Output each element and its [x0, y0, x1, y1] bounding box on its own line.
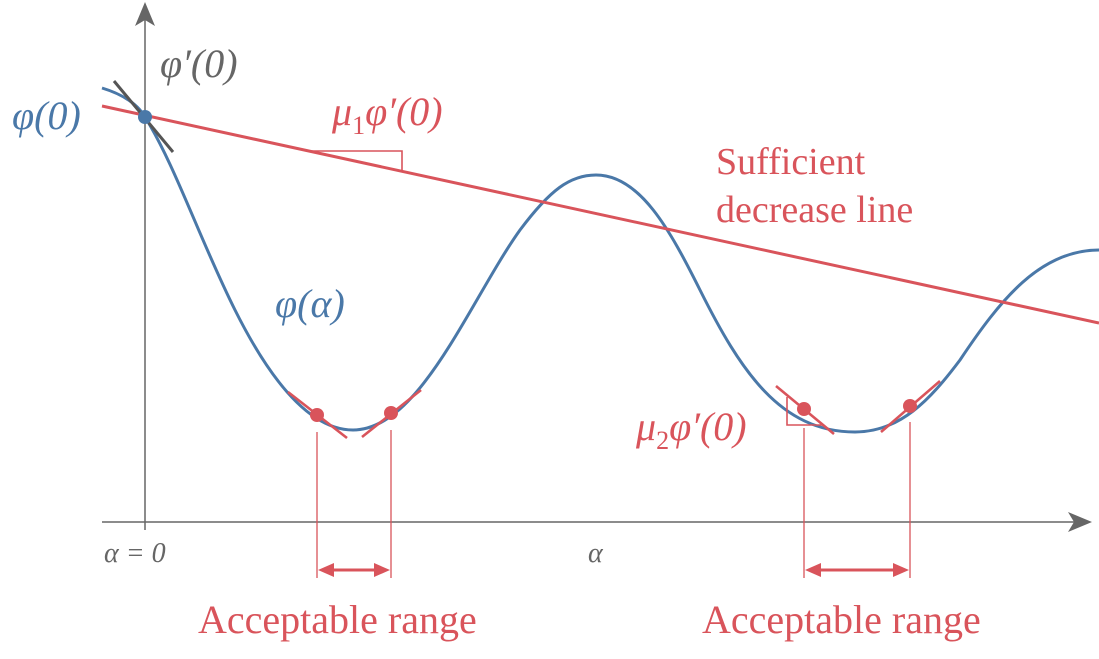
phi-prime0-label: φ′(0) [160, 41, 238, 86]
mu2-rest: φ′(0) [669, 404, 747, 449]
sufficient-decrease-line2: decrease line [716, 189, 914, 231]
mu2-symbol: μ [636, 404, 657, 449]
mu2-slope-triangle [786, 397, 823, 426]
mu2-label: μ2φ′(0) [636, 403, 747, 456]
acceptable-point [310, 408, 324, 422]
phi-curve [101, 86, 1099, 434]
sufficient-decrease-line1: Sufficient [716, 141, 866, 183]
y-axis-arrow-icon [135, 2, 155, 26]
mu2-subscript: 2 [656, 426, 670, 455]
acceptable-range-markers-2 [803, 422, 911, 578]
phi-alpha-label: φ(α) [275, 281, 345, 326]
acceptable-range-markers-1 [316, 430, 392, 578]
range-arrow-1 [318, 563, 390, 577]
alpha-axis-label: α [588, 538, 603, 569]
alpha-zero-label: α = 0 [104, 538, 166, 569]
acceptable-point [903, 399, 917, 413]
mu1-slope-triangle [306, 150, 403, 172]
acceptable-point [797, 402, 811, 416]
mu1-label: μ1φ′(0) [332, 88, 443, 141]
acceptable-range-label-2: Acceptable range [702, 597, 981, 642]
phi0-point [138, 110, 152, 124]
phi0-label: φ(0) [12, 93, 81, 138]
sufficient-decrease-label: Sufficient decrease line [716, 138, 913, 234]
mu1-subscript: 1 [352, 111, 366, 140]
mu1-rest: φ′(0) [365, 89, 443, 134]
acceptable-range-label-1: Acceptable range [198, 597, 477, 642]
sufficient-decrease-line [101, 104, 1099, 325]
range-arrow-2 [805, 563, 909, 577]
x-axis-arrow-icon [1068, 512, 1092, 532]
acceptable-point [384, 406, 398, 420]
mu1-symbol: μ [332, 89, 353, 134]
